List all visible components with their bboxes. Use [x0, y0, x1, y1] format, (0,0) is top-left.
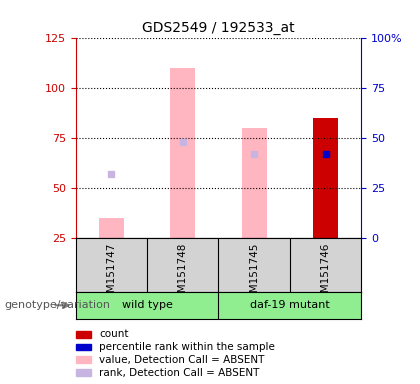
Text: count: count: [99, 329, 129, 339]
Text: genotype/variation: genotype/variation: [4, 300, 110, 310]
Bar: [76, 369, 91, 376]
Bar: [241, 128, 267, 238]
Title: GDS2549 / 192533_at: GDS2549 / 192533_at: [142, 21, 295, 35]
Text: rank, Detection Call = ABSENT: rank, Detection Call = ABSENT: [99, 367, 260, 377]
Text: GSM151746: GSM151746: [320, 242, 331, 306]
Text: GSM151748: GSM151748: [178, 242, 188, 306]
Text: GSM151747: GSM151747: [106, 242, 116, 306]
Text: value, Detection Call = ABSENT: value, Detection Call = ABSENT: [99, 355, 265, 365]
Text: daf-19 mutant: daf-19 mutant: [250, 300, 330, 310]
Bar: [170, 68, 195, 238]
Bar: [313, 118, 338, 238]
Bar: [76, 344, 91, 351]
Bar: [76, 356, 91, 363]
Text: GSM151745: GSM151745: [249, 242, 259, 306]
Text: wild type: wild type: [121, 300, 173, 310]
Text: percentile rank within the sample: percentile rank within the sample: [99, 342, 275, 352]
Bar: [76, 331, 91, 338]
Bar: [99, 218, 124, 238]
